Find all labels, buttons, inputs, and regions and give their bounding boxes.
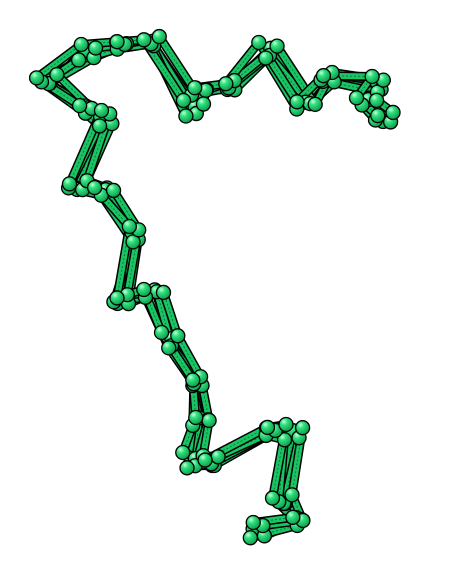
atom: [91, 118, 108, 134]
bond-shading: [126, 229, 140, 295]
atom: [187, 80, 203, 96]
atom: [251, 34, 267, 51]
atom: [49, 66, 65, 83]
atom: [201, 412, 217, 429]
atom: [364, 68, 380, 85]
atom: [195, 96, 212, 112]
atom-layer: [28, 28, 401, 546]
atom: [109, 290, 125, 306]
atom: [175, 444, 191, 461]
atom: [348, 90, 365, 106]
atom: [61, 176, 78, 192]
atom: [276, 432, 293, 448]
atom: [70, 52, 87, 68]
atom: [269, 38, 285, 54]
atom: [188, 409, 204, 426]
atom: [155, 284, 172, 301]
atom: [210, 449, 226, 465]
atom: [264, 490, 281, 506]
atom: [151, 28, 167, 45]
atom: [136, 32, 152, 48]
atom: [153, 324, 170, 341]
atom: [93, 102, 110, 119]
atom: [73, 36, 89, 53]
atom: [289, 94, 305, 110]
atom: [178, 108, 194, 124]
bond-shading: [195, 417, 200, 459]
atom: [28, 70, 45, 86]
atom: [161, 340, 177, 356]
atom: [258, 50, 274, 66]
bond-shading: [36, 44, 82, 79]
atom: [242, 530, 258, 546]
atom: [197, 452, 213, 468]
atom: [136, 281, 152, 298]
atom: [245, 514, 261, 531]
atom: [109, 34, 125, 50]
atom: [185, 372, 201, 388]
atom: [285, 509, 301, 526]
atom: [259, 419, 276, 436]
atom: [170, 328, 186, 344]
atom: [71, 97, 88, 114]
atom: [87, 40, 104, 56]
atom: [368, 92, 385, 109]
atom: [86, 179, 103, 196]
bond-shading: [186, 425, 194, 468]
atom: [278, 416, 294, 433]
atom: [385, 104, 401, 121]
atom: [315, 68, 332, 84]
atom: [105, 182, 122, 199]
atom: [218, 76, 234, 92]
bond-shading: [291, 427, 303, 495]
atom: [179, 460, 195, 476]
bond: [174, 332, 204, 380]
bond-shading: [85, 112, 100, 127]
atom: [307, 96, 323, 113]
atom: [370, 107, 386, 124]
atom: [121, 218, 138, 235]
atom: [175, 92, 192, 109]
atom: [284, 487, 300, 503]
atom: [294, 420, 311, 436]
bond-shading: [156, 291, 172, 346]
